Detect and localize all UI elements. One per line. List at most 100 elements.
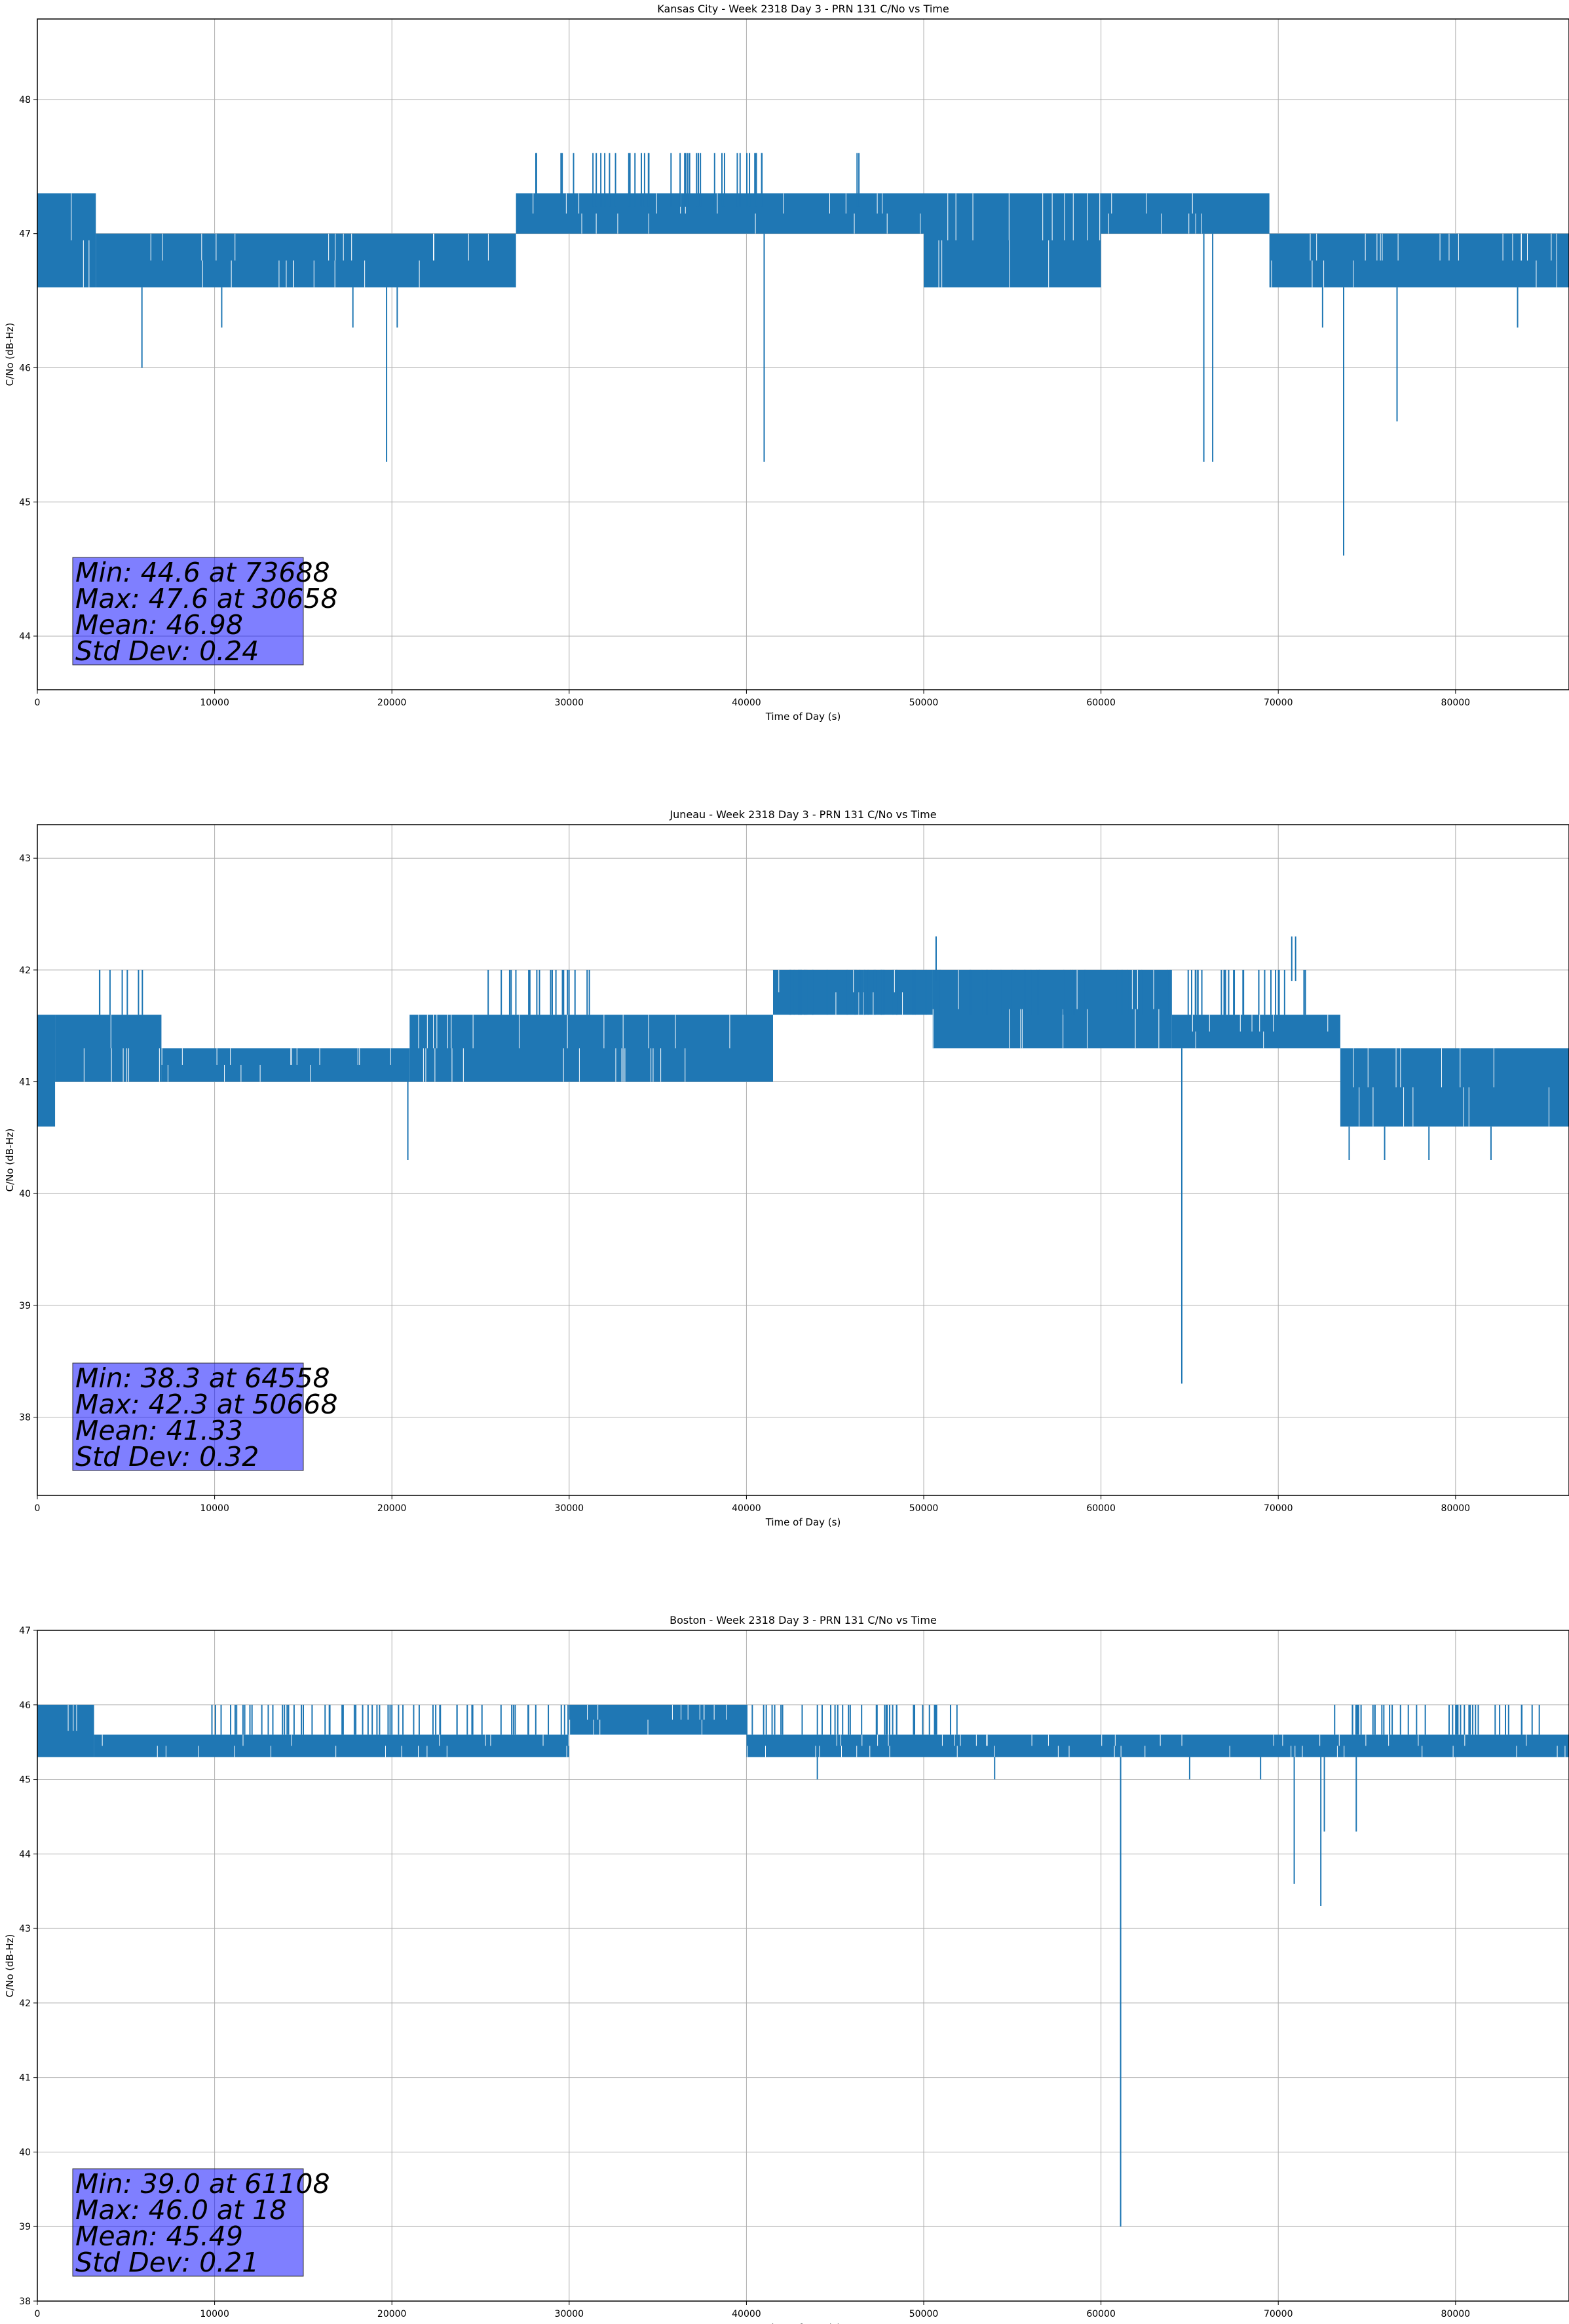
- x-tick-label: 20000: [377, 1503, 407, 1514]
- x-axis-label: Time of Day (s): [765, 1516, 841, 1528]
- y-tick-label: 43: [19, 1924, 31, 1934]
- stats-line: Mean: 41.33: [75, 1415, 243, 1446]
- stats-line: Std Dev: 0.32: [75, 1441, 259, 1472]
- data-band: [516, 193, 924, 234]
- y-tick-label: 42: [19, 965, 31, 976]
- x-tick-label: 60000: [1086, 2309, 1116, 2319]
- data-band: [37, 193, 96, 288]
- axes-frame: [37, 1630, 1569, 2302]
- x-tick-label: 60000: [1086, 1503, 1116, 1514]
- chart-title: Boston - Week 2318 Day 3 - PRN 131 C/No …: [670, 1614, 937, 1626]
- y-tick-label: 40: [19, 1189, 31, 1199]
- data-band: [924, 193, 1101, 288]
- y-tick-label: 46: [19, 363, 31, 373]
- data-band: [1171, 1015, 1340, 1049]
- y-axis-label: C/No (dB-Hz): [4, 1129, 16, 1192]
- x-tick-label: 0: [35, 2309, 41, 2319]
- stats-line: Mean: 45.49: [75, 2221, 243, 2252]
- data-band: [1269, 233, 1569, 288]
- data-band: [37, 1015, 56, 1127]
- y-tick-label: 40: [19, 2147, 31, 2158]
- axes-frame: [37, 18, 1569, 690]
- x-tick-label: 30000: [555, 2309, 584, 2319]
- stats-box: [72, 1362, 304, 1471]
- x-axis-label: Time of Day (s): [765, 2322, 841, 2324]
- y-tick-label: 41: [19, 2073, 31, 2084]
- y-tick-label: 45: [19, 1775, 31, 1786]
- subplot-0: 0 10000 20000 30000 40000 50000 60000 70000 8000…: [4, 3, 1569, 722]
- x-tick-label: 0: [35, 698, 41, 708]
- y-tick-label: 47: [19, 229, 31, 240]
- x-tick-label: 50000: [909, 1503, 939, 1514]
- x-tick-label: 40000: [732, 2309, 761, 2319]
- data-band: [55, 1015, 162, 1082]
- data-band: [94, 1734, 569, 1757]
- x-tick-label: 20000: [377, 2309, 407, 2319]
- subplot-1: 0 10000 20000 30000 40000 50000 60000 70000 8000…: [4, 808, 1569, 1528]
- x-tick-label: 80000: [1441, 698, 1471, 708]
- subplot-2: 0 10000 20000 30000 40000 50000 60000 70000 8000…: [4, 1614, 1569, 2324]
- y-tick-label: 41: [19, 1078, 31, 1088]
- x-tick-label: 80000: [1441, 2309, 1471, 2319]
- x-tick-label: 70000: [1264, 698, 1293, 708]
- data-band: [746, 1734, 1569, 1757]
- y-tick-label: 47: [19, 1626, 31, 1636]
- stats-line: Min: 44.6 at 73688: [75, 557, 330, 588]
- y-tick-label: 48: [19, 95, 31, 105]
- x-tick-label: 30000: [555, 698, 584, 708]
- data-band: [932, 969, 1172, 1049]
- stats-line: Max: 46.0 at 18: [75, 2194, 286, 2226]
- axes-frame: [37, 824, 1569, 1496]
- y-tick-label: 39: [19, 2222, 31, 2232]
- data-band: [1340, 1048, 1569, 1127]
- stats-line: Std Dev: 0.24: [75, 635, 259, 667]
- y-axis-label: C/No (dB-Hz): [4, 1934, 16, 1998]
- y-tick-label: 39: [19, 1301, 31, 1311]
- data-band: [1101, 193, 1270, 234]
- data-band: [161, 1048, 410, 1082]
- series-line: [37, 153, 1569, 556]
- y-tick-label: 44: [19, 1849, 31, 1860]
- x-tick-label: 80000: [1441, 1503, 1471, 1514]
- stats-line: Max: 47.6 at 30658: [75, 583, 338, 614]
- stats-box: [72, 2168, 304, 2277]
- stats-box: [72, 557, 304, 665]
- stats-line: Min: 39.0 at 61108: [75, 2168, 330, 2200]
- x-tick-label: 20000: [377, 698, 407, 708]
- y-tick-label: 44: [19, 631, 31, 642]
- y-tick-label: 45: [19, 497, 31, 508]
- series-line: [37, 1704, 1569, 2227]
- x-tick-label: 10000: [200, 1503, 229, 1514]
- x-tick-label: 50000: [909, 2309, 939, 2319]
- chart-title: Juneau - Week 2318 Day 3 - PRN 131 C/No …: [669, 808, 936, 821]
- data-band: [37, 1704, 94, 1757]
- y-tick-label: 38: [19, 1413, 31, 1423]
- x-tick-label: 0: [35, 1503, 41, 1514]
- y-tick-label: 46: [19, 1700, 31, 1711]
- stats-line: Min: 38.3 at 64558: [75, 1362, 330, 1394]
- data-band: [409, 1015, 773, 1082]
- y-tick-label: 42: [19, 1998, 31, 2009]
- stats-line: Max: 42.3 at 50668: [75, 1389, 338, 1420]
- y-axis-label: C/No (dB-Hz): [4, 323, 16, 386]
- x-tick-label: 60000: [1086, 698, 1116, 708]
- y-tick-label: 43: [19, 853, 31, 864]
- chart-title: Kansas City - Week 2318 Day 3 - PRN 131 …: [657, 3, 949, 15]
- x-tick-label: 40000: [732, 698, 761, 708]
- stats-line: Mean: 46.98: [75, 609, 243, 641]
- stats-line: Std Dev: 0.21: [75, 2247, 259, 2278]
- data-band: [569, 1704, 747, 1735]
- x-tick-label: 40000: [732, 1503, 761, 1514]
- x-tick-label: 30000: [555, 1503, 584, 1514]
- x-tick-label: 50000: [909, 698, 939, 708]
- data-band: [96, 233, 516, 288]
- x-tick-label: 10000: [200, 698, 229, 708]
- y-tick-label: 38: [19, 2296, 31, 2307]
- x-axis-label: Time of Day (s): [765, 711, 841, 722]
- x-tick-label: 70000: [1264, 1503, 1293, 1514]
- x-tick-label: 10000: [200, 2309, 229, 2319]
- series-line: [37, 936, 1569, 1384]
- data-band: [772, 969, 933, 1015]
- x-tick-label: 70000: [1264, 2309, 1293, 2319]
